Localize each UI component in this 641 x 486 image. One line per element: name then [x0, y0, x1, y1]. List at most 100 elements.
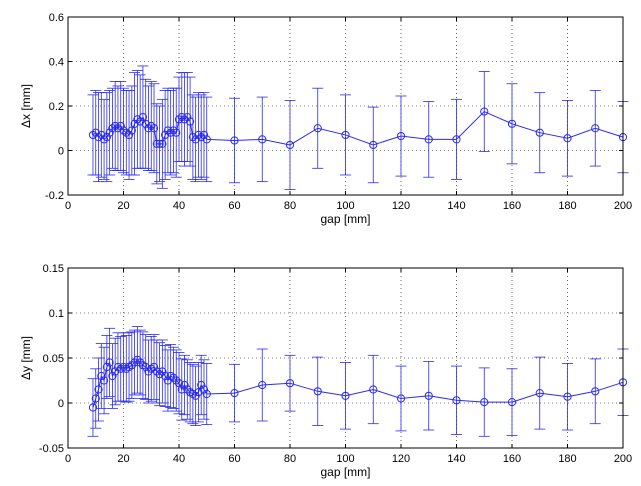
data-point — [230, 389, 239, 398]
data-point — [108, 371, 117, 381]
data-point — [158, 367, 167, 376]
y-tick-labels: -0.05 0 0.05 0.1 0.15 — [39, 263, 623, 455]
data-point — [174, 115, 184, 124]
data-point — [183, 113, 192, 122]
data-point — [149, 124, 159, 133]
y-tick-label: 0.05 — [43, 353, 64, 365]
data-point — [122, 128, 131, 137]
data-point — [119, 126, 128, 135]
x-tick-label: 0 — [65, 200, 71, 212]
data-point — [199, 130, 209, 140]
data-point — [180, 115, 189, 124]
data-point — [91, 128, 100, 137]
data-point — [188, 133, 197, 142]
data-point — [202, 389, 211, 399]
x-axis-label: gap [mm] — [320, 465, 370, 479]
x-tick-labels: 0 20 40 60 80 100 120 140 160 180 200 — [65, 17, 632, 212]
data-markers — [88, 107, 628, 150]
data-point — [507, 119, 517, 128]
data-point — [149, 362, 159, 372]
data-point — [172, 376, 181, 385]
data-point — [369, 140, 378, 150]
x-tick-label: 180 — [558, 453, 576, 465]
y-tick-label: -0.2 — [45, 190, 64, 202]
y-tick-label: -0.05 — [39, 443, 64, 455]
data-point — [102, 362, 111, 372]
data-point — [535, 389, 544, 398]
y-axis-label: Δy [mm] — [19, 336, 33, 380]
data-point — [97, 371, 106, 381]
data-point — [99, 376, 109, 385]
x-tick-label: 140 — [447, 453, 465, 465]
y-tick-labels: -0.2 0 0.2 0.4 0.6 — [45, 12, 623, 202]
data-point — [127, 361, 136, 370]
data-point — [563, 392, 572, 401]
y-axis-label: Δx [mm] — [19, 84, 33, 128]
data-point — [111, 121, 120, 131]
data-point — [563, 134, 572, 143]
data-point — [88, 403, 98, 412]
data-point — [99, 135, 109, 144]
x-tick-label: 100 — [336, 453, 354, 465]
data-point — [177, 385, 186, 394]
data-point — [230, 136, 239, 145]
data-point — [199, 385, 209, 394]
data-point — [94, 385, 103, 394]
data-point — [396, 394, 406, 403]
data-point — [152, 139, 161, 148]
data-point — [177, 113, 186, 122]
x-tick-label: 40 — [173, 200, 185, 212]
data-point — [147, 121, 156, 131]
y-tick-label: 0.2 — [49, 101, 64, 113]
data-point — [341, 391, 350, 400]
data-point — [341, 130, 350, 140]
data-point — [105, 128, 114, 137]
x-tick-label: 120 — [392, 200, 410, 212]
data-point — [105, 358, 114, 367]
y-tick-label: 0 — [58, 398, 64, 410]
y-tick-label: 0 — [58, 146, 64, 158]
data-point — [161, 130, 170, 140]
data-point — [452, 135, 461, 144]
data-point — [158, 139, 167, 148]
data-point — [133, 355, 142, 364]
x-tick-label: 200 — [614, 200, 632, 212]
x-tick-label: 20 — [117, 200, 129, 212]
data-point — [591, 387, 600, 396]
data-point — [138, 113, 148, 122]
data-point — [258, 135, 267, 144]
data-point — [591, 124, 600, 133]
data-point — [141, 119, 150, 128]
data-point — [285, 140, 295, 150]
data-point — [313, 387, 322, 396]
data-point — [258, 380, 267, 390]
data-point — [180, 380, 189, 390]
data-point — [116, 121, 125, 131]
data-point — [202, 135, 211, 144]
data-point — [136, 358, 145, 367]
data-point — [535, 128, 544, 137]
data-point — [108, 124, 117, 133]
data-point — [133, 115, 142, 124]
data-point — [155, 370, 164, 379]
data-point — [197, 133, 206, 142]
data-point — [130, 119, 139, 128]
data-point — [163, 126, 172, 135]
x-axis-label: gap [mm] — [320, 212, 370, 226]
x-tick-label: 160 — [503, 200, 521, 212]
data-point — [91, 394, 100, 403]
data-point — [97, 130, 106, 140]
data-point — [369, 385, 378, 394]
data-point — [480, 107, 489, 116]
x-tick-label: 40 — [173, 453, 185, 465]
x-tick-label: 60 — [228, 200, 240, 212]
data-point — [141, 362, 150, 372]
data-point — [124, 130, 134, 140]
data-point — [172, 128, 181, 137]
data-point — [452, 396, 461, 405]
y-tick-label: 0.4 — [49, 57, 64, 69]
data-point — [424, 135, 433, 144]
data-point — [285, 379, 295, 388]
